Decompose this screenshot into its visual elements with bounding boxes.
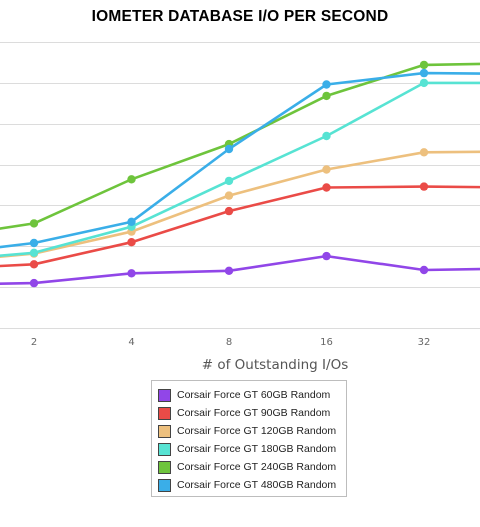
legend-swatch: [158, 388, 171, 402]
legend-item: Corsair Force GT 90GB Random: [152, 404, 346, 422]
x-tick-label: 4: [128, 337, 134, 348]
legend-swatch: [158, 460, 171, 474]
data-point: [322, 165, 331, 174]
series-4: [0, 60, 480, 230]
data-point: [419, 68, 429, 78]
data-point: [29, 260, 39, 269]
legend-label: Corsair Force GT 480GB Random: [177, 479, 337, 491]
data-point: [29, 219, 39, 228]
data-point: [224, 206, 234, 216]
legend-swatch: [158, 406, 171, 420]
data-point: [322, 91, 331, 101]
series-0: [0, 251, 480, 288]
series-5: [0, 68, 480, 249]
legend-swatch: [158, 424, 171, 438]
data-point: [127, 238, 136, 247]
x-tick-label: 16: [320, 337, 333, 348]
data-point: [224, 266, 234, 275]
legend-swatch: [158, 442, 171, 456]
legend-label: Corsair Force GT 180GB Random: [177, 443, 337, 455]
data-point: [419, 60, 429, 70]
data-point: [419, 148, 429, 157]
data-point: [419, 265, 429, 275]
legend-item: Corsair Force GT 120GB Random: [152, 422, 346, 440]
data-point: [322, 80, 331, 89]
legend-label: Corsair Force GT 120GB Random: [177, 425, 337, 437]
x-tick-label: 2: [31, 337, 37, 348]
data-point: [419, 182, 429, 191]
data-point: [29, 248, 39, 257]
data-point: [127, 175, 136, 184]
legend-item: Corsair Force GT 60GB Random: [152, 386, 346, 404]
legend: Corsair Force GT 60GB Random Corsair Forc…: [151, 380, 347, 497]
data-point: [224, 176, 234, 186]
data-point: [419, 78, 429, 88]
series-lines: [0, 60, 480, 288]
data-point: [29, 238, 39, 248]
data-point: [29, 278, 39, 288]
x-axis-title: # of Outstanding I/Os: [202, 357, 348, 373]
data-point: [322, 251, 331, 261]
data-point: [322, 131, 331, 141]
legend-swatch: [158, 478, 171, 492]
legend-item: Corsair Force GT 480GB Random: [152, 476, 346, 494]
x-tick-label: 32: [418, 337, 431, 348]
series-line: [0, 62, 480, 230]
chart-title: IOMETER DATABASE I/O PER SECOND: [91, 8, 389, 25]
legend-item: Corsair Force GT 240GB Random: [152, 458, 346, 476]
legend-item: Corsair Force GT 180GB Random: [152, 440, 346, 458]
series-1: [0, 182, 480, 269]
gridlines: [0, 42, 480, 329]
data-point: [224, 144, 234, 154]
data-point: [127, 217, 136, 226]
legend-label: Corsair Force GT 60GB Random: [177, 389, 331, 401]
series-line: [0, 254, 480, 285]
data-point: [224, 191, 234, 200]
data-point: [322, 183, 331, 192]
series-line: [0, 185, 480, 268]
x-tick-label: 8: [226, 337, 232, 348]
legend-label: Corsair Force GT 90GB Random: [177, 407, 331, 419]
x-axis-ticks: 2 4 8 16 32: [31, 337, 431, 348]
series-line: [0, 71, 480, 249]
legend-label: Corsair Force GT 240GB Random: [177, 461, 337, 473]
data-point: [127, 269, 136, 278]
